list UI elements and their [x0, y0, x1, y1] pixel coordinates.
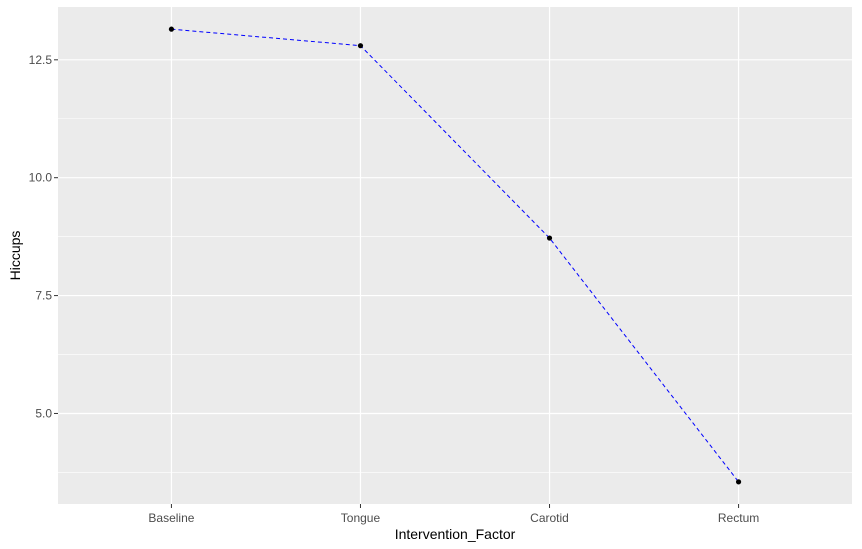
x-tick-label: Carotid: [530, 511, 569, 525]
y-tick-label: 5.0: [35, 406, 52, 420]
y-axis-title: Hiccups: [7, 231, 23, 281]
x-axis-title: Intervention_Factor: [395, 526, 516, 542]
data-points: [168, 26, 742, 485]
grid-major: [58, 7, 852, 504]
grid-minor: [58, 118, 852, 473]
x-tick-label: Baseline: [148, 511, 194, 525]
y-axis-ticks: 5.0 7.5 10.0 12.5: [29, 53, 58, 420]
plot-panel: [58, 7, 852, 504]
x-tick-label: Tongue: [341, 511, 381, 525]
data-point: [546, 235, 553, 241]
y-tick-label: 12.5: [29, 53, 53, 67]
x-axis-ticks: Baseline Tongue Carotid Rectum: [148, 504, 759, 525]
series-line: [171, 28, 739, 483]
data-point: [357, 43, 364, 49]
data-point: [735, 479, 742, 485]
data-point: [168, 26, 175, 32]
y-tick-label: 7.5: [35, 289, 52, 303]
x-tick-label: Rectum: [718, 511, 759, 525]
y-tick-label: 10.0: [29, 171, 53, 185]
